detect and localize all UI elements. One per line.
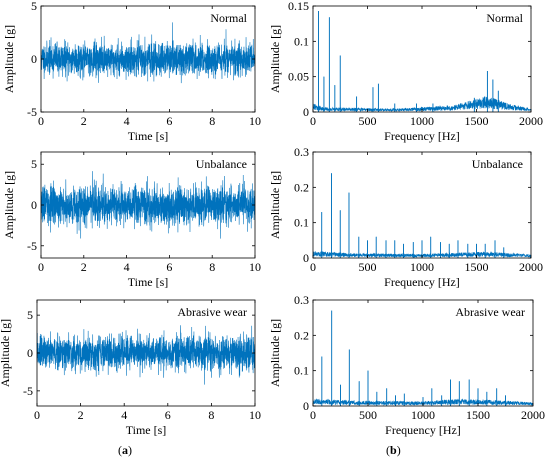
chart-title-fft-unbalance: Unbalance	[472, 157, 523, 171]
chart-title-backdrop-time-normal	[206, 10, 252, 26]
y-tick-label-time-abrasive-0: -5	[23, 384, 33, 398]
y-tick-label-time-abrasive-1: 0	[27, 346, 33, 360]
x-tick-label-time-abrasive-4: 8	[208, 408, 214, 422]
panel-label-b-letter: b	[390, 443, 397, 457]
panel-label-b-open: (	[386, 443, 390, 457]
y-tick-label-fft-normal-2: 0.1	[294, 34, 309, 48]
x-tick-label-fft-abrasive-4: 2000	[521, 408, 545, 422]
y-tick-label-fft-abrasive-3: 0.3	[294, 293, 309, 307]
x-tick-label-fft-unbalance-0: 0	[310, 260, 316, 274]
x-tick-label-fft-unbalance-4: 2000	[519, 260, 543, 274]
panel-label-a: (a)	[118, 443, 132, 458]
chart-title-backdrop-fft-abrasive	[451, 304, 529, 320]
panel-label-a-close: )	[128, 443, 132, 457]
y-tick-label-fft-unbalance-0: 0	[303, 251, 309, 265]
x-axis-label-time-abrasive: Time [s]	[126, 423, 167, 437]
y-tick-label-time-unbalance-2: 5	[31, 157, 37, 171]
x-tick-label-time-abrasive-0: 0	[34, 408, 40, 422]
x-tick-label-fft-abrasive-3: 1500	[466, 408, 490, 422]
y-tick-label-fft-abrasive-2: 0.2	[294, 328, 309, 342]
x-tick-label-fft-normal-1: 500	[359, 114, 377, 128]
chart-title-time-abrasive: Abrasive wear	[177, 305, 247, 319]
x-tick-label-time-normal-2: 4	[124, 114, 130, 128]
x-tick-label-time-normal-3: 6	[166, 114, 172, 128]
series-line-time-normal	[41, 22, 255, 84]
y-tick-label-fft-normal-1: 0.05	[288, 70, 309, 84]
y-tick-label-fft-unbalance-2: 0.2	[294, 180, 309, 194]
chart-title-backdrop-time-abrasive	[173, 304, 251, 320]
y-tick-label-time-normal-1: 0	[31, 52, 37, 66]
x-tick-label-time-normal-0: 0	[38, 114, 44, 128]
chart-title-fft-normal: Normal	[486, 11, 523, 25]
panel-label-a-letter: a	[122, 443, 128, 457]
chart-title-backdrop-fft-normal	[482, 10, 528, 26]
panel-label-b-close: )	[396, 443, 401, 457]
x-tick-label-time-normal-4: 8	[209, 114, 215, 128]
panel-label-b: (b)	[386, 443, 401, 458]
y-tick-label-fft-abrasive-1: 0.1	[294, 364, 309, 378]
panel-label-a-open: (	[118, 443, 122, 457]
y-tick-label-time-unbalance-1: 0	[31, 198, 37, 212]
x-tick-label-time-abrasive-5: 10	[249, 408, 261, 422]
x-axis-label-time-normal: Time [s]	[128, 129, 169, 143]
chart-fft-unbalance: 0 500 1000 1500 2000 0 0.1 0.2 0.3 Frequency [Hz]…	[268, 145, 543, 289]
x-tick-label-fft-abrasive-1: 500	[359, 408, 377, 422]
chart-title-backdrop-time-unbalance	[191, 156, 251, 172]
x-tick-label-fft-unbalance-2: 1000	[410, 260, 434, 274]
y-axis-label-fft-normal: Amplitude [g]	[268, 25, 282, 93]
x-tick-label-time-normal-1: 2	[81, 114, 87, 128]
chart-fft-abrasive: 0 500 1000 1500 2000 0 0.1 0.2 0.3 Frequency [Hz]…	[268, 293, 545, 437]
series-line-time-abrasive	[37, 325, 255, 385]
x-tick-label-fft-abrasive-0: 0	[310, 408, 316, 422]
x-axis-label-fft-unbalance: Frequency [Hz]	[384, 275, 460, 289]
x-tick-label-fft-unbalance-1: 500	[359, 260, 377, 274]
x-axis-label-time-unbalance: Time [s]	[128, 275, 169, 289]
series-line-fft-abrasive	[313, 310, 533, 406]
x-tick-label-fft-abrasive-2: 1000	[411, 408, 435, 422]
x-tick-label-time-unbalance-5: 10	[249, 260, 261, 274]
x-tick-label-time-normal-5: 10	[249, 114, 261, 128]
y-axis-label-time-abrasive: Amplitude [g]	[0, 319, 12, 387]
x-tick-label-time-abrasive-3: 6	[165, 408, 171, 422]
x-tick-label-time-unbalance-4: 8	[209, 260, 215, 274]
chart-fft-normal: 0 500 1000 1500 2000 0 0.05 0.1 0.15 Frequency [H…	[268, 0, 543, 143]
x-tick-label-fft-normal-2: 1000	[410, 114, 434, 128]
x-axis-label-fft-normal: Frequency [Hz]	[384, 129, 460, 143]
y-tick-label-fft-unbalance-1: 0.1	[294, 216, 309, 230]
x-tick-label-fft-normal-4: 2000	[519, 114, 543, 128]
y-tick-label-time-normal-2: 5	[31, 0, 37, 13]
x-tick-label-fft-unbalance-3: 1500	[465, 260, 489, 274]
x-tick-label-time-unbalance-2: 4	[124, 260, 130, 274]
x-axis-label-fft-abrasive: Frequency [Hz]	[385, 423, 461, 437]
y-axis-label-time-normal: Amplitude [g]	[2, 25, 16, 93]
y-tick-label-fft-normal-3: 0.15	[288, 0, 309, 13]
y-tick-label-time-normal-0: -5	[27, 105, 37, 119]
chart-title-backdrop-fft-unbalance	[467, 156, 527, 172]
y-tick-label-time-abrasive-2: 5	[27, 308, 33, 322]
y-tick-label-fft-abrasive-0: 0	[303, 399, 309, 413]
y-tick-label-fft-unbalance-3: 0.3	[294, 145, 309, 159]
chart-title-fft-abrasive: Abrasive wear	[455, 305, 525, 319]
series-line-time-unbalance	[41, 171, 255, 239]
y-axis-label-time-unbalance: Amplitude [g]	[2, 171, 16, 239]
y-axis-label-fft-abrasive: Amplitude [g]	[268, 319, 282, 387]
x-tick-label-time-abrasive-2: 4	[121, 408, 127, 422]
x-tick-label-fft-normal-3: 1500	[465, 114, 489, 128]
x-tick-label-time-unbalance-0: 0	[38, 260, 44, 274]
y-axis-label-fft-unbalance: Amplitude [g]	[268, 171, 282, 239]
x-tick-label-time-unbalance-1: 2	[81, 260, 87, 274]
x-tick-label-time-abrasive-1: 2	[78, 408, 84, 422]
x-tick-label-time-unbalance-3: 6	[166, 260, 172, 274]
chart-title-time-normal: Normal	[210, 11, 247, 25]
chart-title-time-unbalance: Unbalance	[196, 157, 247, 171]
x-tick-label-fft-normal-0: 0	[310, 114, 316, 128]
y-tick-label-time-unbalance-0: -5	[27, 239, 37, 253]
y-tick-label-fft-normal-0: 0	[303, 105, 309, 119]
